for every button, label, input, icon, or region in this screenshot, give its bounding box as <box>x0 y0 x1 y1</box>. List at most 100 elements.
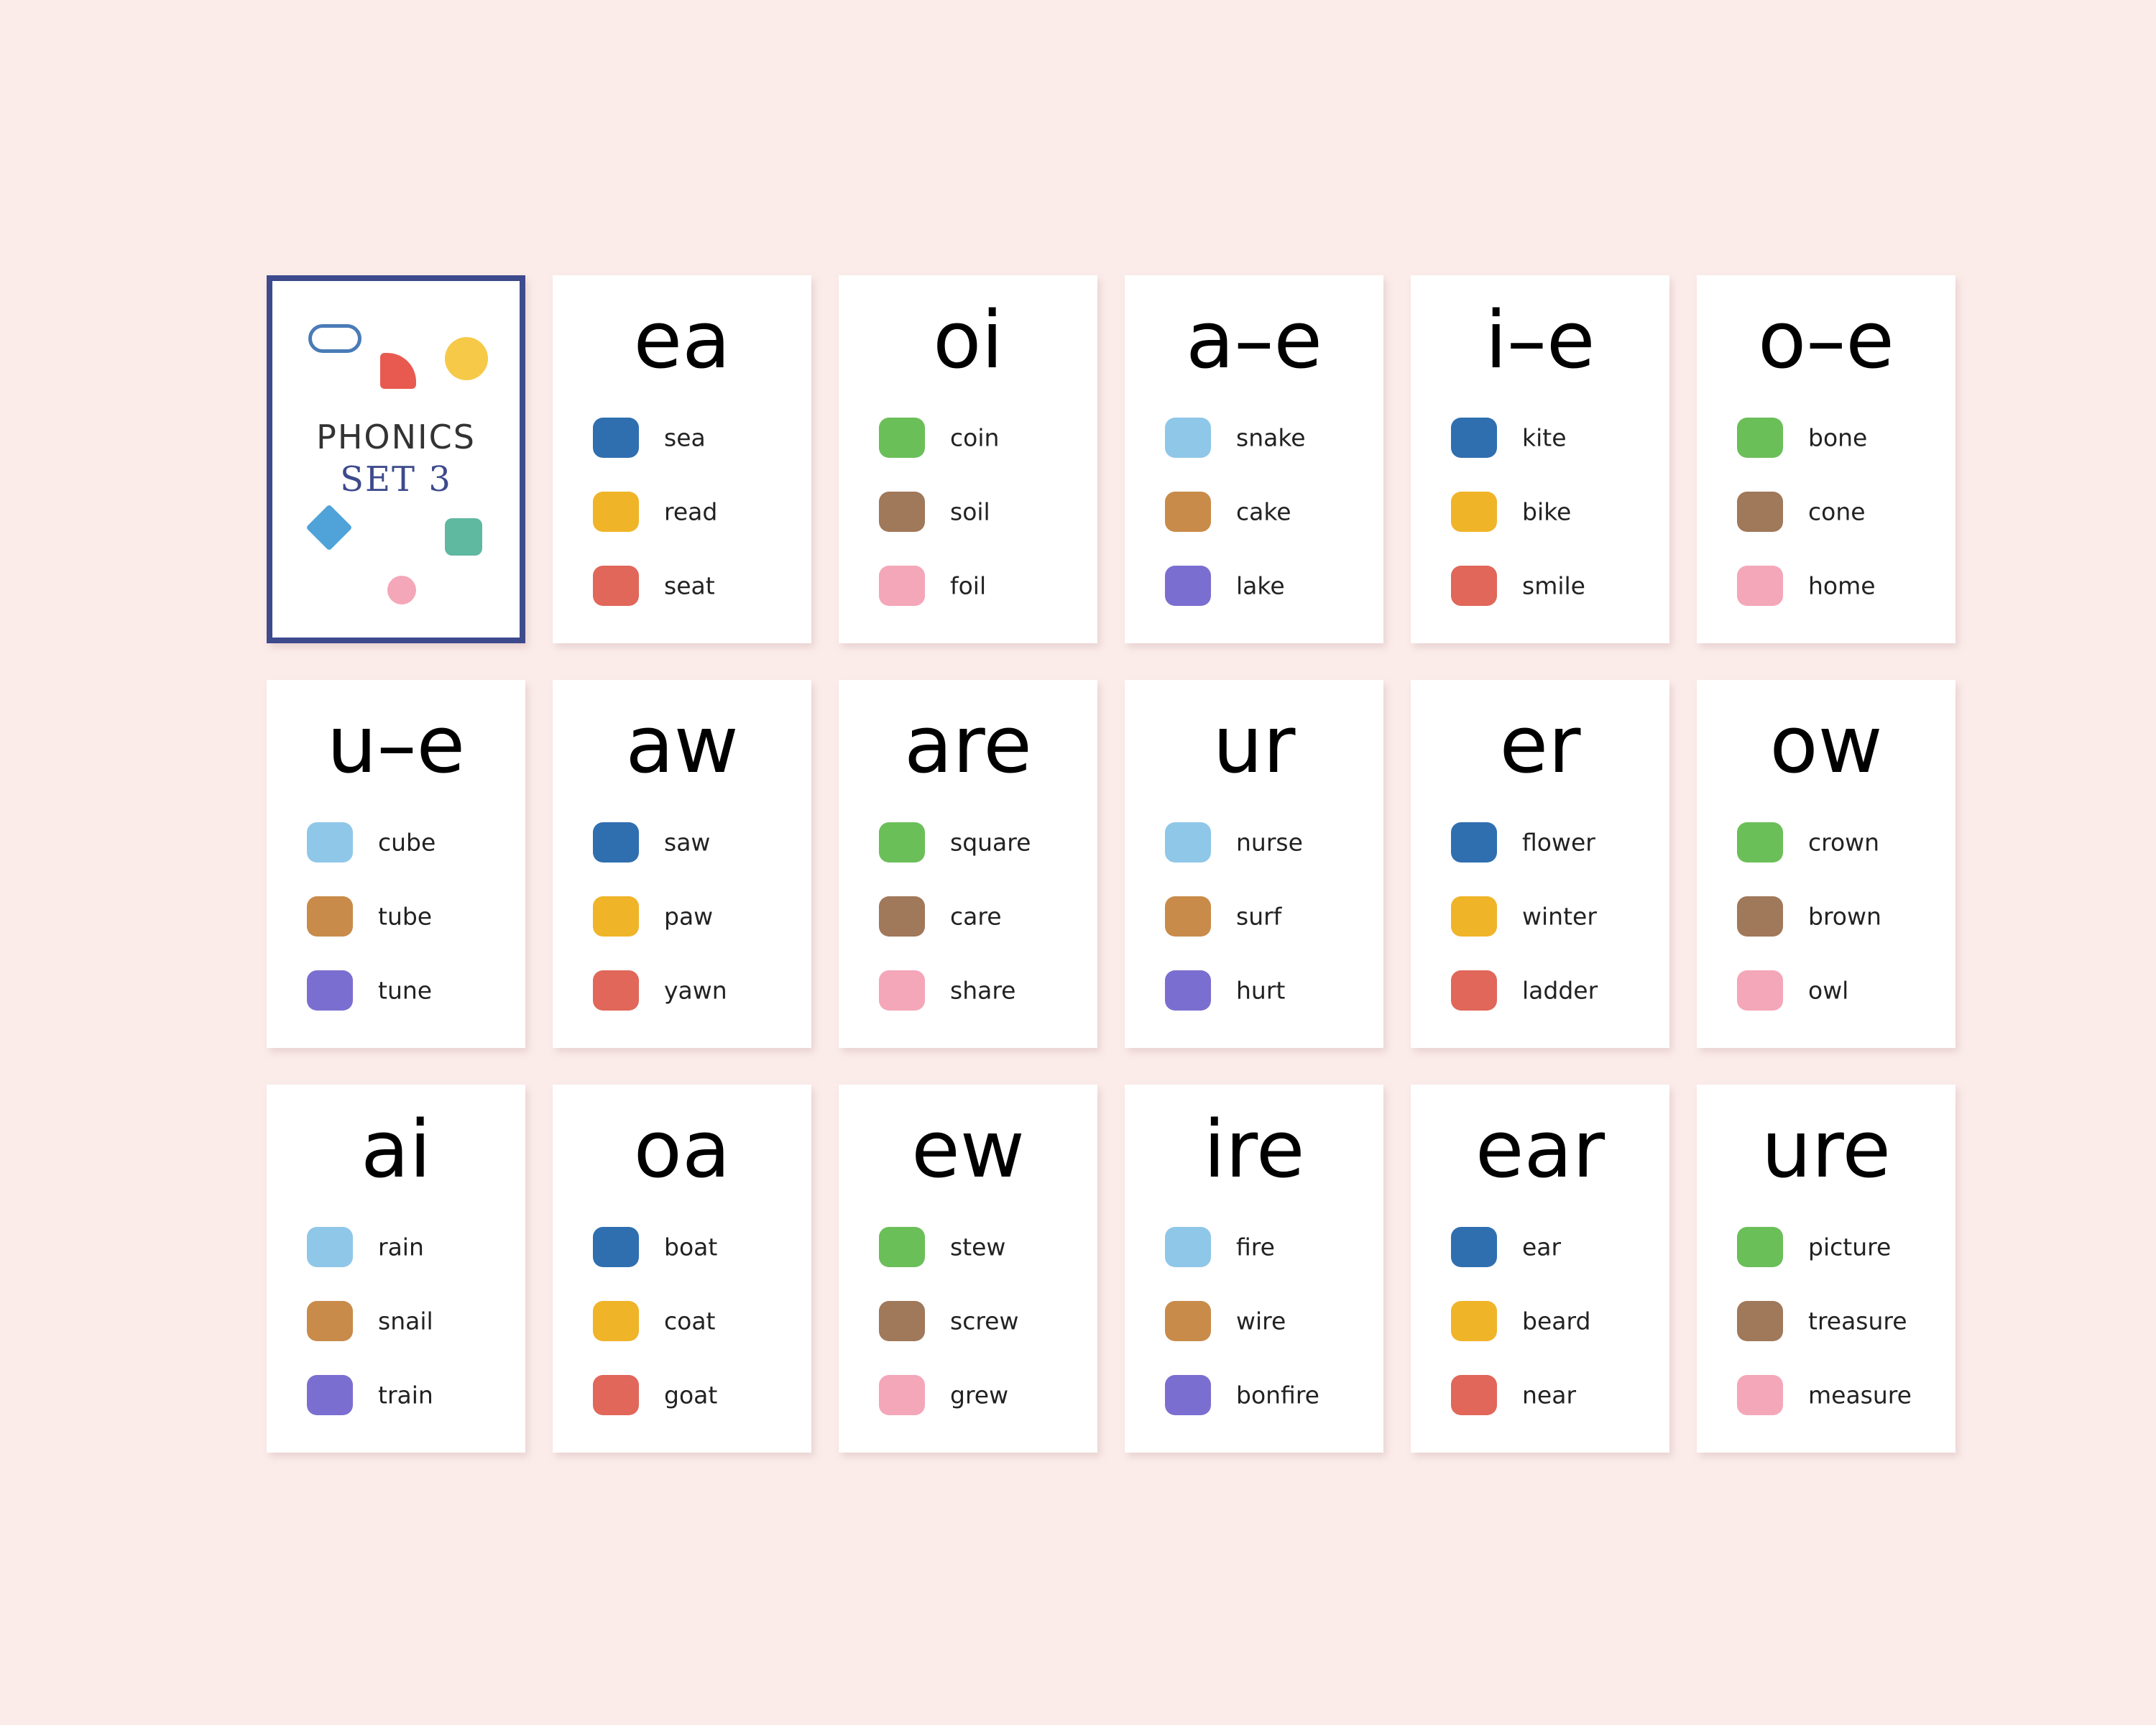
bike-icon <box>308 324 361 353</box>
word-label: read <box>664 497 718 526</box>
flash-card: o–e bone cone home <box>1697 275 1955 643</box>
word-icon <box>879 1227 925 1267</box>
word-icon <box>1737 970 1783 1011</box>
word-icon <box>593 970 639 1011</box>
word-icon <box>1165 822 1211 862</box>
word-label: grew <box>950 1381 1009 1409</box>
word-icon <box>1737 1227 1783 1267</box>
word-label: boat <box>664 1233 718 1261</box>
word-icon <box>1451 492 1497 532</box>
word-icon <box>593 1227 639 1267</box>
word-icon <box>1737 1301 1783 1341</box>
word-label: bone <box>1808 423 1868 452</box>
word-label: yawn <box>664 976 727 1005</box>
cover-card: PHONICS SET 3 <box>267 275 525 643</box>
sound-label: ew <box>911 1103 1025 1195</box>
sound-label: ire <box>1203 1103 1305 1195</box>
word-label: share <box>950 976 1016 1005</box>
word-label: cone <box>1808 497 1866 526</box>
word-icon <box>1451 1301 1497 1341</box>
sound-label: oa <box>633 1103 731 1195</box>
flash-card: ow crown brown owl <box>1697 680 1955 1048</box>
word-icon <box>1451 566 1497 606</box>
cover-subtitle: SET 3 <box>340 459 452 500</box>
word-label: bike <box>1522 497 1572 526</box>
word-icon <box>593 896 639 937</box>
word-icon <box>1737 896 1783 937</box>
flash-card: ur nurse surf hurt <box>1125 680 1383 1048</box>
flash-card: ew stew screw grew <box>839 1085 1097 1453</box>
sound-label: a–e <box>1185 294 1323 386</box>
sound-label: ur <box>1212 699 1296 791</box>
sound-label: ear <box>1475 1103 1606 1195</box>
word-icon <box>1451 896 1497 937</box>
word-label: treasure <box>1808 1307 1907 1335</box>
word-label: saw <box>664 828 711 857</box>
sound-label: are <box>904 699 1032 791</box>
flash-card: a–e snake cake lake <box>1125 275 1383 643</box>
word-label: paw <box>664 902 714 931</box>
word-icon <box>879 492 925 532</box>
sound-label: aw <box>625 699 739 791</box>
word-label: snail <box>378 1307 433 1335</box>
word-label: sea <box>664 423 706 452</box>
sound-label: ow <box>1769 699 1883 791</box>
sound-label: ea <box>633 294 731 386</box>
word-icon <box>1165 566 1211 606</box>
word-label: near <box>1522 1381 1577 1409</box>
flash-card: ire fire wire bonfire <box>1125 1085 1383 1453</box>
flash-card: i–e kite bike smile <box>1411 275 1669 643</box>
sound-label: ai <box>361 1103 431 1195</box>
word-label: ladder <box>1522 976 1598 1005</box>
word-label: screw <box>950 1307 1019 1335</box>
word-icon <box>593 566 639 606</box>
word-label: rain <box>378 1233 424 1261</box>
word-icon <box>879 896 925 937</box>
word-icon <box>1451 970 1497 1011</box>
word-icon <box>879 1301 925 1341</box>
sound-label: u–e <box>326 699 466 791</box>
flash-card: aw saw paw yawn <box>553 680 811 1048</box>
word-label: flower <box>1522 828 1595 857</box>
word-icon <box>307 970 353 1011</box>
word-icon <box>1737 566 1783 606</box>
word-icon <box>1737 822 1783 862</box>
word-icon <box>879 822 925 862</box>
word-icon <box>307 822 353 862</box>
flash-card: ear ear beard near <box>1411 1085 1669 1453</box>
flash-card: ea sea read seat <box>553 275 811 643</box>
word-label: owl <box>1808 976 1849 1005</box>
reader-icon <box>445 518 482 556</box>
word-label: stew <box>950 1233 1006 1261</box>
flash-card: u–e cube tube tune <box>267 680 525 1048</box>
word-label: picture <box>1808 1233 1892 1261</box>
word-icon <box>307 896 353 937</box>
sound-label: o–e <box>1758 294 1894 386</box>
word-label: soil <box>950 497 990 526</box>
flash-card: er flower winter ladder <box>1411 680 1669 1048</box>
word-icon <box>1737 418 1783 458</box>
word-icon <box>1737 492 1783 532</box>
sound-label: i–e <box>1485 294 1595 386</box>
word-icon <box>307 1375 353 1415</box>
word-label: winter <box>1522 902 1597 931</box>
flash-card: ure picture treasure measure <box>1697 1085 1955 1453</box>
flower-icon <box>387 576 416 604</box>
word-icon <box>593 418 639 458</box>
word-label: tune <box>378 976 433 1005</box>
word-label: ear <box>1522 1233 1562 1261</box>
word-label: hurt <box>1236 976 1286 1005</box>
word-label: cake <box>1236 497 1291 526</box>
word-label: nurse <box>1236 828 1303 857</box>
word-icon <box>593 822 639 862</box>
word-label: lake <box>1236 571 1285 600</box>
word-icon <box>1737 1375 1783 1415</box>
word-icon <box>879 1375 925 1415</box>
sound-label: er <box>1499 699 1581 791</box>
kite-icon <box>305 504 353 551</box>
flash-card: ai rain snail train <box>267 1085 525 1453</box>
word-icon <box>1451 1375 1497 1415</box>
word-icon <box>593 492 639 532</box>
word-label: seat <box>664 571 715 600</box>
